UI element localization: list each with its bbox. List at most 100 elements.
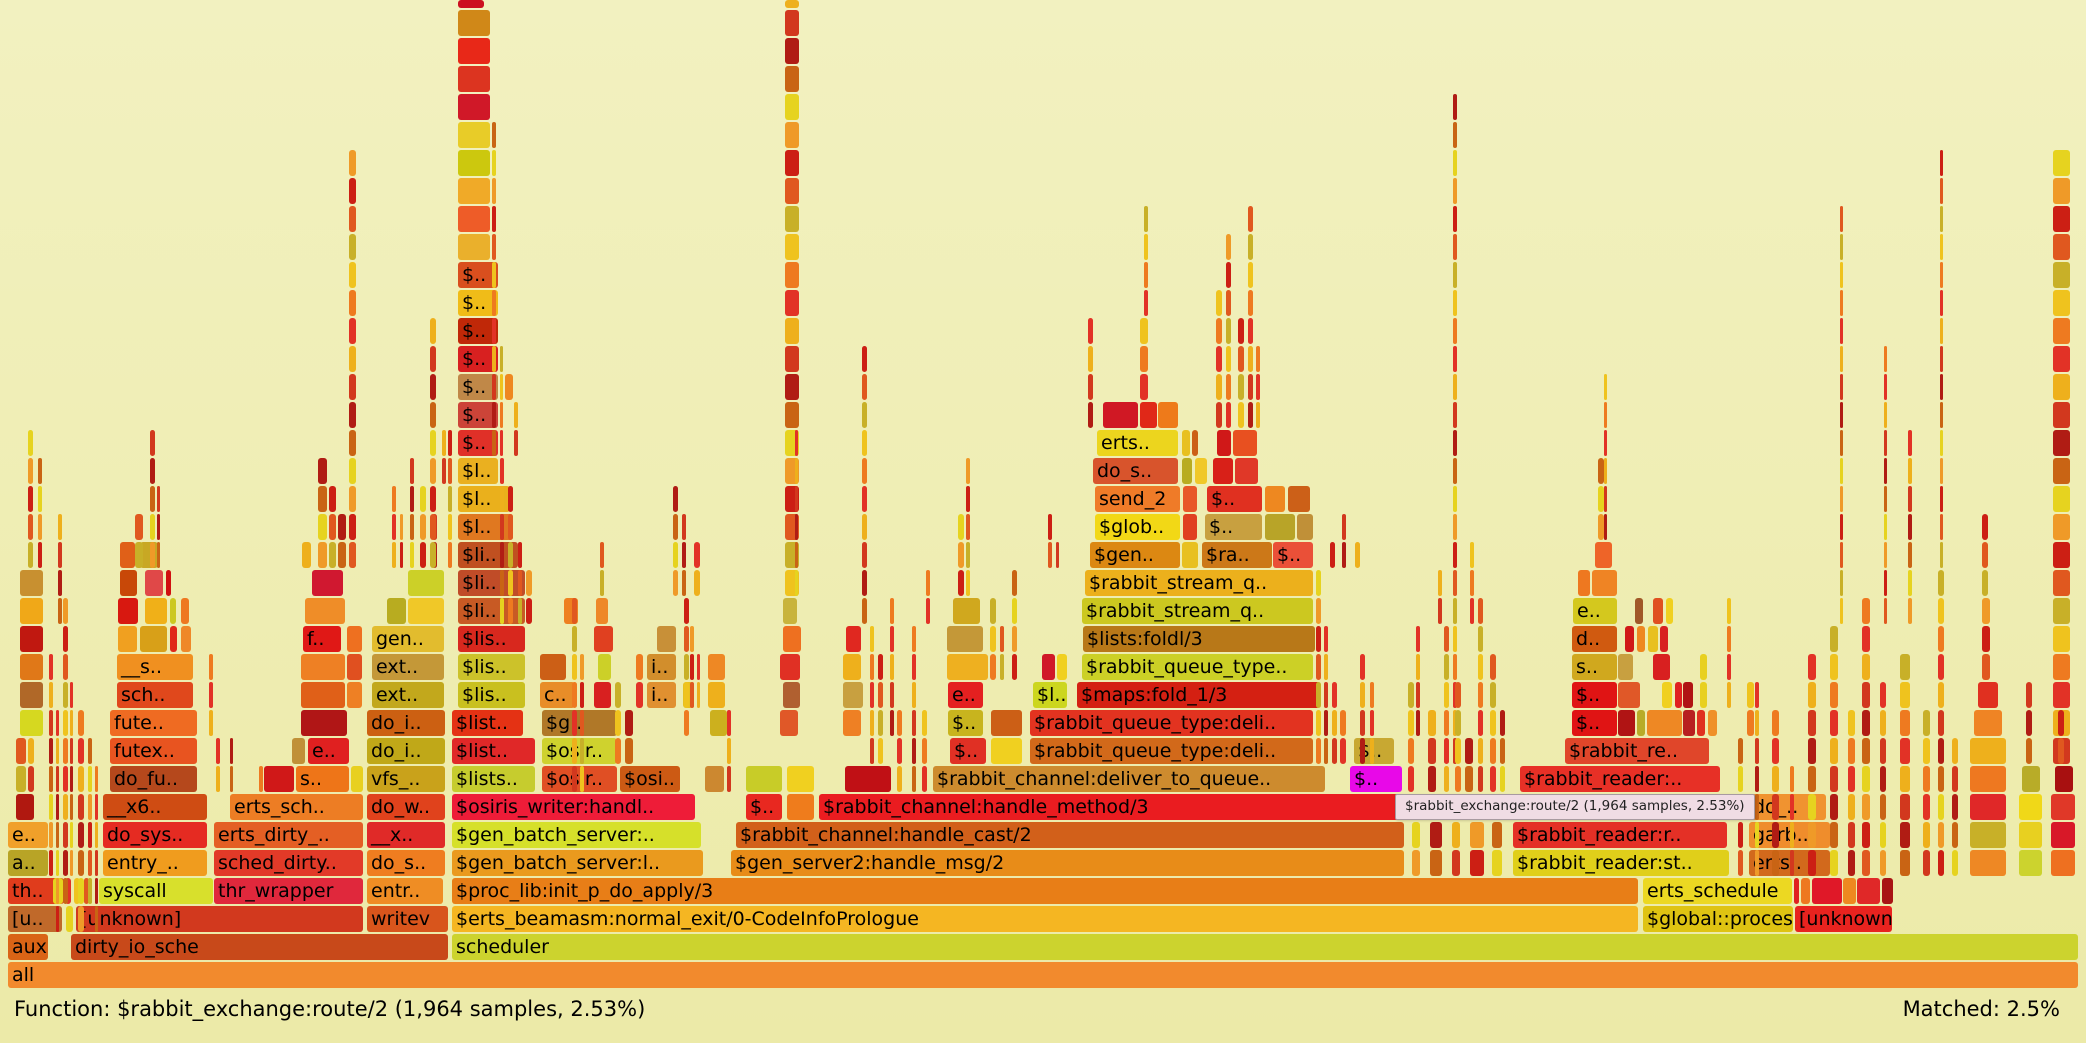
- flame-sliver[interactable]: [1182, 542, 1198, 568]
- flame-sliver[interactable]: [1982, 598, 1990, 624]
- flame-sliver[interactable]: [697, 654, 700, 680]
- flame-sliver[interactable]: [1000, 654, 1004, 680]
- flame-sliver[interactable]: [349, 430, 356, 456]
- flame-sliver[interactable]: [783, 626, 801, 652]
- flame-sliver[interactable]: [2053, 486, 2070, 512]
- flame-sliver[interactable]: [1908, 486, 1912, 512]
- flame-frame[interactable]: $maps:fold_1/3: [1077, 682, 1320, 708]
- flame-sliver[interactable]: [1938, 822, 1944, 848]
- flame-sliver[interactable]: [38, 486, 42, 512]
- flame-sliver[interactable]: [63, 682, 68, 708]
- flame-sliver[interactable]: [1088, 402, 1093, 428]
- flame-frame[interactable]: $..: [948, 710, 983, 736]
- flame-sliver[interactable]: [1900, 654, 1910, 680]
- flame-frame[interactable]: do_i..: [367, 738, 445, 764]
- flame-sliver[interactable]: [230, 766, 233, 792]
- flame-sliver[interactable]: [1226, 374, 1231, 400]
- flame-sliver[interactable]: [862, 598, 867, 624]
- flame-sliver[interactable]: [1830, 710, 1838, 736]
- flame-sliver[interactable]: [2058, 710, 2064, 736]
- flame-frame[interactable]: $..: [1572, 710, 1617, 736]
- flame-sliver[interactable]: [958, 542, 964, 568]
- flame-sliver[interactable]: [1727, 682, 1731, 708]
- flame-sliver[interactable]: [1666, 598, 1673, 624]
- flame-sliver[interactable]: [572, 654, 577, 680]
- flame-sliver[interactable]: [1056, 542, 1059, 568]
- flame-sliver[interactable]: [150, 514, 155, 540]
- flame-sliver[interactable]: [58, 570, 62, 596]
- flame-sliver[interactable]: [500, 514, 504, 540]
- flame-sliver[interactable]: [1884, 570, 1887, 596]
- flame-sliver[interactable]: [922, 766, 927, 792]
- flame-sliver[interactable]: [785, 402, 799, 428]
- flame-frame[interactable]: $..: [458, 262, 498, 288]
- flame-sliver[interactable]: [259, 766, 263, 792]
- flame-frame[interactable]: $lis..: [458, 682, 525, 708]
- flame-sliver[interactable]: [1088, 346, 1093, 372]
- flame-sliver[interactable]: [1604, 514, 1607, 540]
- flame-sliver[interactable]: [697, 682, 700, 708]
- flame-sliver[interactable]: [458, 94, 490, 120]
- flame-sliver[interactable]: [1604, 430, 1607, 456]
- flame-sliver[interactable]: [88, 878, 92, 904]
- flame-frame[interactable]: writev: [367, 906, 448, 932]
- flame-sliver[interactable]: [1738, 822, 1743, 848]
- flame-sliver[interactable]: [1342, 542, 1346, 568]
- flame-sliver[interactable]: [1772, 710, 1779, 736]
- flame-sliver[interactable]: [1794, 878, 1799, 904]
- flame-frame[interactable]: $g..: [542, 710, 617, 736]
- flame-sliver[interactable]: [1727, 626, 1731, 652]
- flame-sliver[interactable]: [783, 598, 797, 624]
- flame-sliver[interactable]: [1332, 682, 1337, 708]
- flame-sliver[interactable]: [1938, 654, 1944, 680]
- flame-sliver[interactable]: [1265, 514, 1295, 540]
- flame-frame[interactable]: dirty_io_sche: [71, 934, 448, 960]
- flame-frame[interactable]: d..: [1572, 626, 1617, 652]
- flame-sliver[interactable]: [1755, 850, 1759, 876]
- flame-sliver[interactable]: [1982, 654, 1990, 680]
- flame-sliver[interactable]: [20, 710, 43, 736]
- flame-sliver[interactable]: [209, 682, 213, 708]
- flame-sliver[interactable]: [1412, 822, 1420, 848]
- flame-sliver[interactable]: [1755, 682, 1759, 708]
- flame-sliver[interactable]: [862, 402, 867, 428]
- flame-frame[interactable]: gen..: [372, 626, 444, 652]
- flame-sliver[interactable]: [216, 738, 220, 764]
- flame-sliver[interactable]: [2026, 710, 2032, 736]
- flame-sliver[interactable]: [492, 374, 496, 400]
- flame-sliver[interactable]: [526, 570, 532, 596]
- flame-sliver[interactable]: [870, 738, 874, 764]
- flame-sliver[interactable]: [1840, 514, 1843, 540]
- flame-frame[interactable]: erts..: [1097, 430, 1178, 456]
- flame-sliver[interactable]: [492, 430, 496, 456]
- flame-sliver[interactable]: [430, 318, 436, 344]
- flame-sliver[interactable]: [1144, 206, 1148, 232]
- flame-frame[interactable]: do_s..: [367, 850, 445, 876]
- flame-frame[interactable]: scheduler: [452, 934, 2078, 960]
- flame-frame[interactable]: futex..: [110, 738, 197, 764]
- flame-sliver[interactable]: [63, 878, 68, 904]
- flame-frame[interactable]: $lis..: [458, 626, 525, 652]
- flame-frame[interactable]: $..: [458, 346, 498, 372]
- flame-sliver[interactable]: [157, 514, 160, 540]
- flame-sliver[interactable]: [1332, 710, 1337, 736]
- flame-sliver[interactable]: [1316, 682, 1321, 708]
- flame-sliver[interactable]: [1453, 346, 1457, 372]
- flame-sliver[interactable]: [966, 570, 970, 596]
- flame-sliver[interactable]: [1900, 766, 1910, 792]
- flame-sliver[interactable]: [338, 542, 346, 568]
- flame-sliver[interactable]: [890, 654, 894, 680]
- flame-sliver[interactable]: [1408, 738, 1414, 764]
- flame-sliver[interactable]: [1455, 738, 1461, 764]
- flame-sliver[interactable]: [1256, 374, 1260, 400]
- flame-sliver[interactable]: [95, 822, 98, 848]
- flame-sliver[interactable]: [785, 206, 799, 232]
- flame-sliver[interactable]: [1088, 318, 1093, 344]
- flame-sliver[interactable]: [514, 402, 518, 428]
- flame-frame[interactable]: f..: [303, 626, 341, 652]
- flame-sliver[interactable]: [1747, 682, 1754, 708]
- flame-frame[interactable]: __x6..: [103, 794, 207, 820]
- flame-sliver[interactable]: [843, 710, 861, 736]
- flame-sliver[interactable]: [49, 794, 53, 820]
- flame-sliver[interactable]: [1500, 766, 1505, 792]
